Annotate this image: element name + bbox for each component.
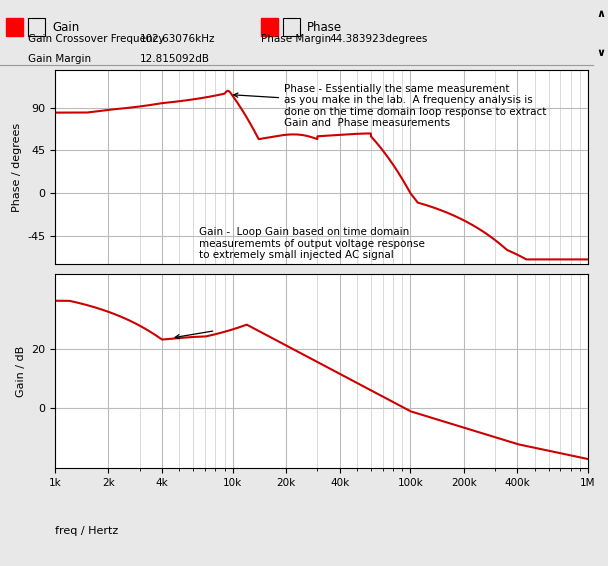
Bar: [283, 18, 300, 36]
Bar: [261, 18, 277, 36]
Text: 44.383923degrees: 44.383923degrees: [329, 34, 427, 44]
Y-axis label: Phase / degrees: Phase / degrees: [12, 122, 22, 212]
Text: 12.815092dB: 12.815092dB: [139, 54, 209, 63]
Text: ∨: ∨: [596, 48, 605, 58]
Y-axis label: Gain / dB: Gain / dB: [16, 345, 26, 397]
Text: Phase - Essentially the same measurement
as you make in the lab.  A frequency an: Phase - Essentially the same measurement…: [233, 84, 547, 128]
Text: Gain Crossover Frequency: Gain Crossover Frequency: [29, 34, 165, 44]
Text: Phase Margin: Phase Margin: [261, 34, 331, 44]
Text: Phase: Phase: [307, 21, 342, 34]
Text: Gain Margin: Gain Margin: [29, 54, 92, 63]
Bar: [6, 18, 22, 36]
Bar: [29, 18, 45, 36]
Text: ∧: ∧: [596, 9, 605, 19]
Text: freq / Hertz: freq / Hertz: [55, 526, 118, 536]
Text: Gain -  Loop Gain based on time domain
measurememts of output voltage response
t: Gain - Loop Gain based on time domain me…: [199, 227, 425, 260]
Text: Gain: Gain: [52, 21, 80, 34]
Text: 102.63076kHz: 102.63076kHz: [139, 34, 215, 44]
